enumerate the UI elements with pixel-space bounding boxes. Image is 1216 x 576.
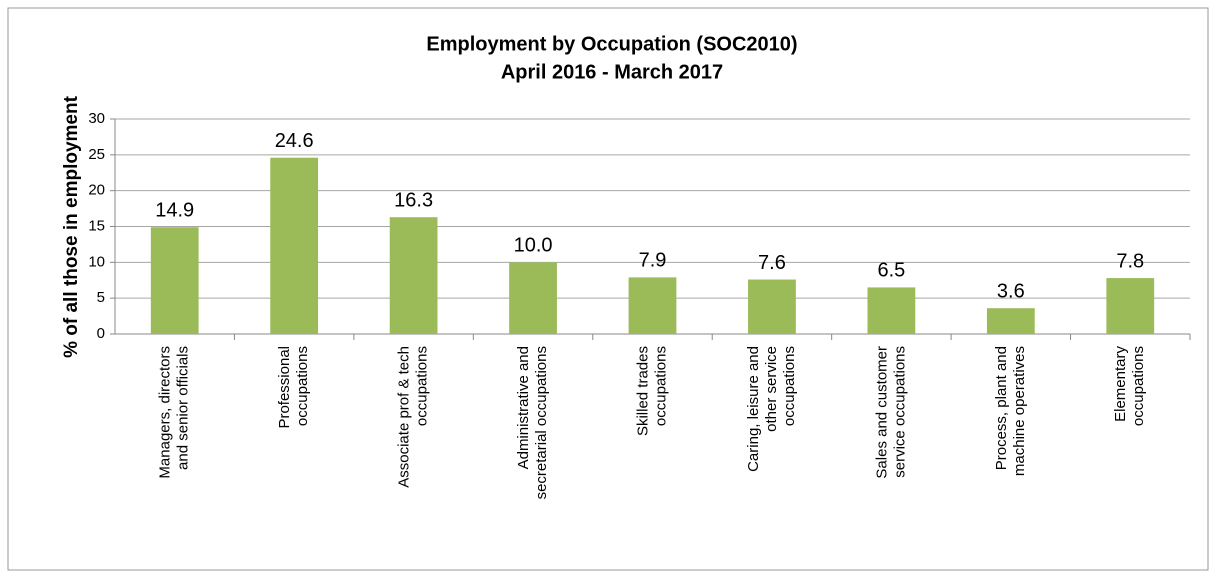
bar [1106,278,1155,334]
y-tick-label: 0 [97,325,105,342]
value-label: 24.6 [275,130,314,152]
x-tick-label: Associate prof & tech [396,346,413,488]
x-tick-label: occupations [294,346,311,426]
x-tick-label: occupations [781,346,798,426]
y-tick-label: 15 [88,217,105,234]
x-tick-label: Professional [276,346,293,429]
y-tick-label: 5 [97,289,105,306]
value-label: 14.9 [155,199,194,221]
value-label: 16.3 [394,189,433,211]
value-label: 7.9 [639,250,667,272]
value-label: 10.0 [514,235,553,257]
chart-subtitle: April 2016 - March 2017 [501,61,723,83]
bar [389,217,438,334]
bar [270,157,319,334]
x-tick-label: service occupations [891,346,908,478]
value-label: 6.5 [877,260,905,282]
x-tick-label: secretarial occupations [533,346,550,499]
bar [509,262,557,334]
x-tick-label: Elementary [1112,346,1129,422]
x-tick-label: Process, plant and [993,346,1010,470]
value-label: 3.6 [997,280,1025,302]
x-tick-label: Sales and customer [873,346,890,479]
x-tick-label: Skilled trades [634,346,651,436]
x-tick-label: Managers, directors [157,346,174,479]
x-tick-label: Administrative and [515,346,532,469]
y-tick-label: 20 [88,182,105,199]
y-tick-label: 30 [88,110,105,127]
chart-frame [7,7,1209,571]
x-tick-label: occupations [652,346,669,426]
x-tick-label: and senior officials [175,346,192,470]
bar [986,308,1035,334]
y-tick-label: 25 [88,146,105,163]
bar [628,277,677,334]
bar [748,279,796,334]
x-tick-label: machine operatives [1011,346,1028,476]
bar [150,227,199,334]
value-label: 7.6 [758,252,786,274]
x-tick-label: occupations [1130,346,1147,426]
value-label: 7.8 [1116,250,1144,272]
bar [867,287,916,334]
y-tick-label: 10 [88,253,105,270]
y-axis-label: % of all those in employment [61,95,82,357]
x-tick-label: Caring, leisure and [745,346,762,472]
x-tick-label: other service [763,346,780,432]
x-tick-label: occupations [414,346,431,426]
chart-title: Employment by Occupation (SOC2010) [426,33,797,55]
